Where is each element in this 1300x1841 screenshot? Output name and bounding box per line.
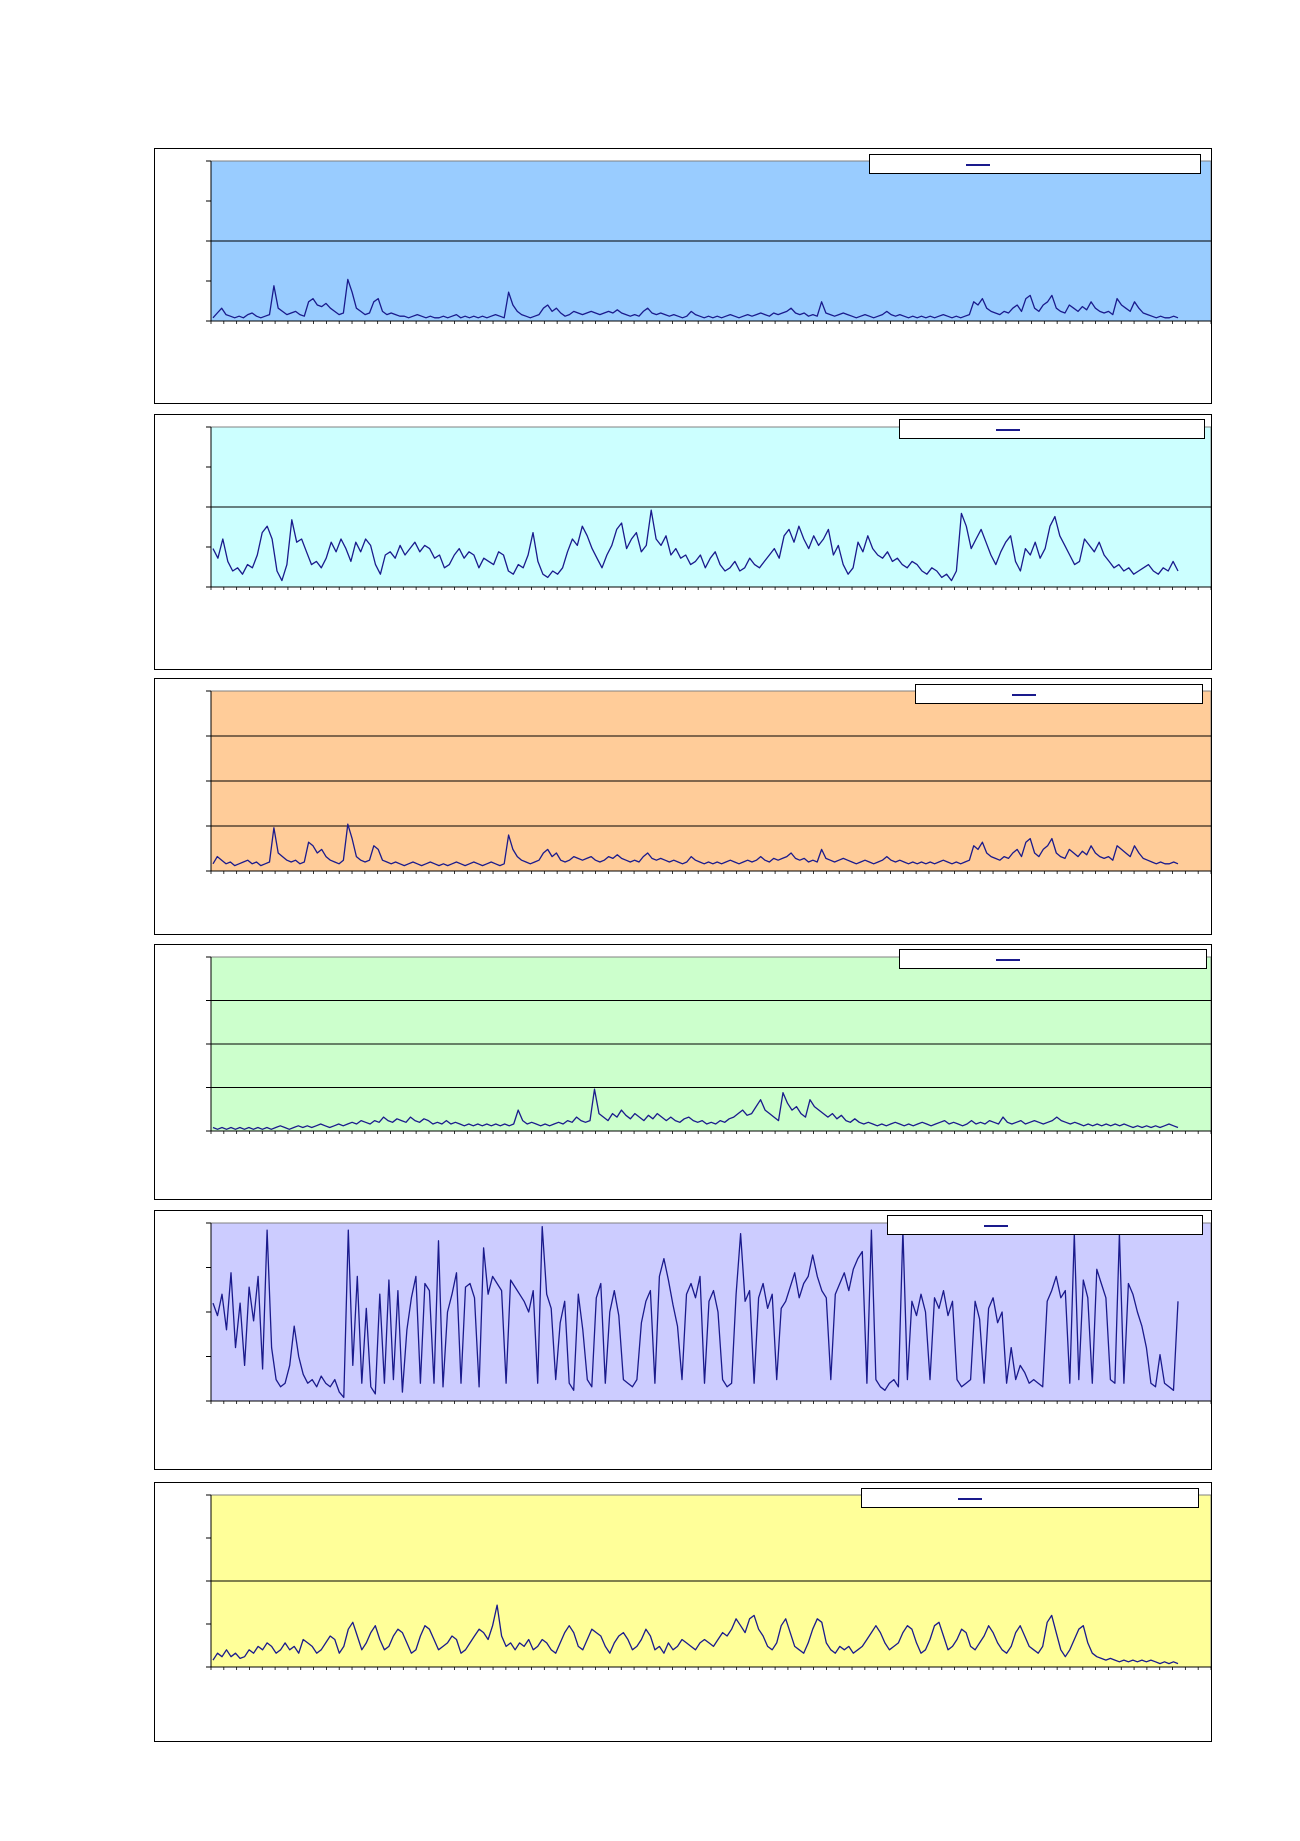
chart-svg-3 <box>206 690 1211 874</box>
legend-1 <box>869 154 1201 174</box>
chart-svg-2 <box>206 426 1211 590</box>
legend-4 <box>899 949 1207 969</box>
series-line-1 <box>212 509 1179 582</box>
series-line-1 <box>212 1604 1179 1665</box>
chart-panel-3 <box>154 678 1212 935</box>
chart-panel-5 <box>154 1210 1212 1470</box>
chart-panel-2 <box>154 414 1212 670</box>
legend-3 <box>915 684 1203 704</box>
chart-svg-6 <box>206 1494 1211 1670</box>
chart-panel-1 <box>154 148 1212 404</box>
plot-area <box>210 1222 1211 1402</box>
legend-swatch-4 <box>996 959 1020 961</box>
legend-5 <box>887 1215 1203 1235</box>
legend-swatch-6 <box>958 1498 982 1500</box>
legend-swatch-3 <box>1012 694 1036 696</box>
chart-svg-5 <box>206 1222 1211 1404</box>
series-line-1 <box>212 278 1179 319</box>
chart-svg-1 <box>206 160 1211 324</box>
chart-panel-6 <box>154 1482 1212 1742</box>
series-line-1 <box>212 1088 1179 1130</box>
chart-svg-4 <box>206 956 1211 1134</box>
legend-swatch-5 <box>984 1225 1008 1227</box>
chart-panel-4 <box>154 944 1212 1200</box>
legend-2 <box>899 419 1205 439</box>
legend-6 <box>861 1488 1199 1508</box>
legend-swatch-1 <box>966 164 990 166</box>
series-line-1 <box>212 1225 1179 1399</box>
legend-swatch-2 <box>996 429 1020 431</box>
series-line-1 <box>212 823 1179 867</box>
